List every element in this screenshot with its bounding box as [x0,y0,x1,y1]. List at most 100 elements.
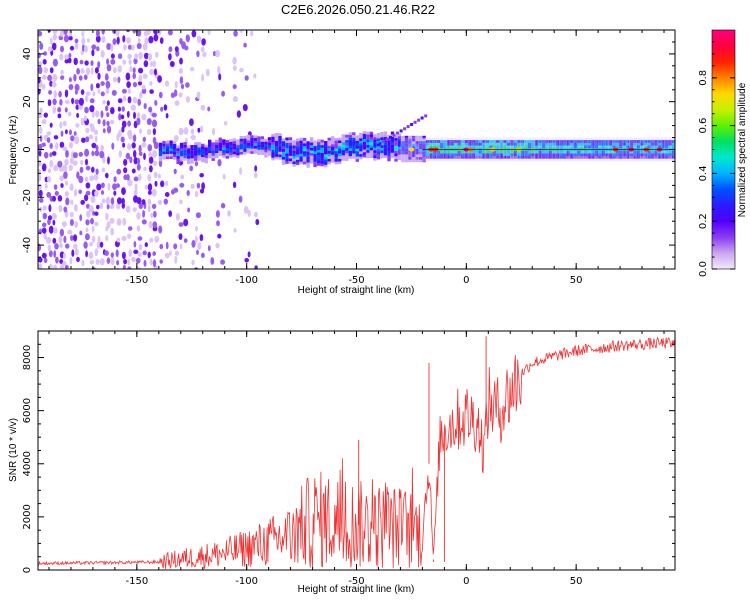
band-cell [306,164,310,168]
noise-speckle [123,44,127,51]
band-cell [418,151,423,155]
band-cell [345,145,349,148]
noise-speckle [85,219,90,226]
noise-speckle [100,144,104,152]
band-cell [626,145,630,149]
band-cell [650,140,655,143]
band-cell [489,140,493,143]
band-cell [605,145,609,149]
band-cell [288,158,293,162]
band-cell [158,153,163,156]
band-cell [626,142,630,146]
noise-speckle [57,107,62,113]
band-cell [222,155,226,158]
noise-speckle [247,209,251,217]
band-cell [436,155,440,159]
band-cell [404,138,409,142]
band-cell [636,153,641,156]
band-cell [664,145,669,149]
band-cell [232,143,236,147]
band-cell [608,140,613,143]
noise-speckle [100,110,104,118]
noise-speckle [116,237,121,243]
band-cell [176,161,180,164]
band-cell [401,141,405,144]
noise-speckle [138,51,143,60]
noise-speckle [86,38,90,43]
noise-speckle [207,106,211,112]
noise-speckle [232,84,237,90]
noise-speckle [200,125,204,133]
band-cell [513,153,518,156]
band-cell [401,154,405,157]
band-cell [629,145,634,149]
band-cell [580,150,584,154]
noise-speckle [46,176,52,183]
band-cell [383,152,388,156]
band-cell [317,152,321,156]
band-cell [246,140,251,143]
band-cell [292,161,296,164]
band-cell [496,150,500,154]
band-cell [172,151,177,155]
band-cell [274,148,279,152]
band-cell [517,140,521,143]
noise-speckle [178,233,183,241]
noise-speckle [123,259,128,265]
band-cell [299,148,303,152]
band-cell [534,150,539,154]
noise-speckle [59,228,65,237]
noise-speckle [185,96,190,103]
band-cell [169,143,173,146]
band-cell [387,145,391,149]
noise-speckle [179,243,183,250]
noise-speckle [62,146,68,152]
noise-speckle [159,259,163,264]
noise-speckle [112,183,117,191]
band-cell [288,145,293,148]
band-cell [475,142,479,146]
band-cell [215,147,219,151]
noise-speckle [105,196,111,205]
band-cell [633,142,637,146]
noise-speckle [110,257,115,266]
band-cell [313,161,317,165]
band-cell [274,133,279,136]
band-cell [362,139,367,142]
band-cell [295,138,300,142]
noise-speckle [132,30,137,34]
band-cell [309,137,314,140]
band-cell [201,151,205,155]
band-cell [390,136,395,140]
noise-speckle [53,90,57,99]
band-cell [538,145,542,149]
noise-speckle [83,74,88,80]
band-cell [513,150,518,154]
noise-speckle [70,235,74,241]
band-cell [418,135,423,139]
band-cell [306,162,310,166]
band-cell [612,142,616,146]
noise-speckle [216,220,220,227]
band-cell [264,144,268,147]
band-cell [345,150,349,154]
band-cell [394,158,398,162]
noise-speckle [133,189,138,196]
noise-speckle [85,95,89,102]
band-cell [668,140,672,143]
noise-speckle [133,111,136,119]
band-cell [587,142,591,146]
noise-speckle [68,84,74,90]
band-cell [629,155,634,159]
band-cell [380,134,384,138]
band-cell [250,148,254,152]
noise-speckle [142,73,148,79]
band-cell [232,146,236,150]
x-tick-label: -50 [348,576,364,587]
band-cell [267,137,272,140]
band-cell [654,140,658,143]
band-cell [366,142,370,145]
band-cell [534,153,539,156]
band-cell [334,156,338,160]
band-cell [267,142,272,146]
